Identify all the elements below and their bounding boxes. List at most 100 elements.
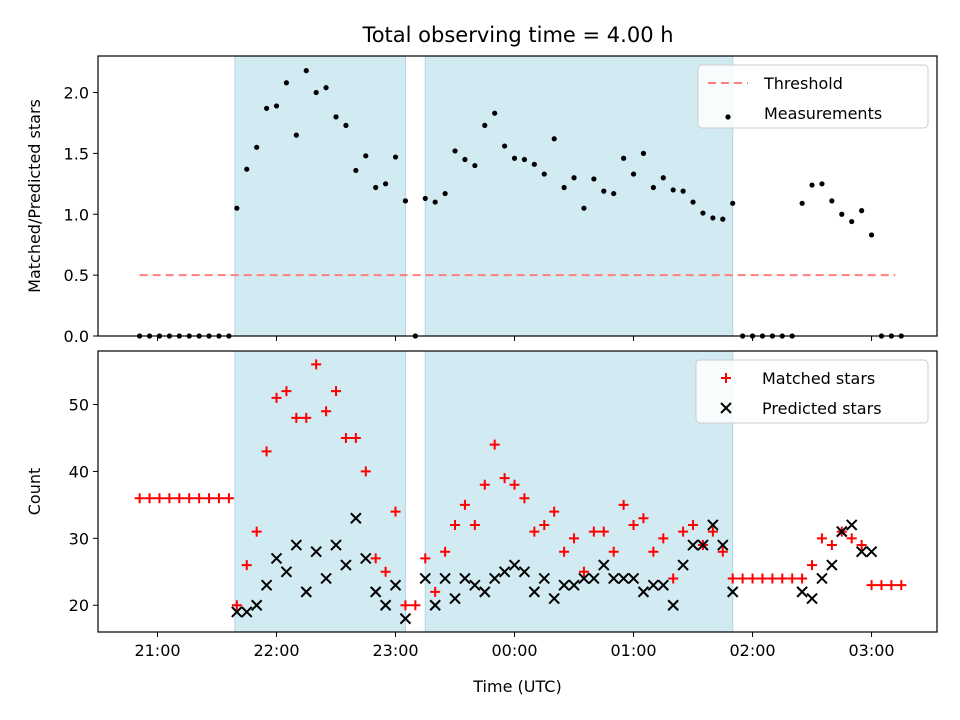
matched-star-point bbox=[876, 580, 887, 591]
predicted-star-point bbox=[280, 566, 293, 578]
y-tick-label: 1.5 bbox=[64, 144, 89, 163]
predicted-star-point bbox=[826, 559, 838, 571]
measurement-point bbox=[392, 154, 399, 160]
predicted-star-point bbox=[598, 559, 610, 571]
matched-star-point bbox=[638, 513, 649, 524]
measurement-point bbox=[373, 184, 379, 191]
x-tick-label: 23:00 bbox=[372, 641, 418, 660]
predicted-star-point bbox=[360, 552, 372, 565]
predicted-star-point bbox=[707, 519, 719, 531]
predicted-star-point bbox=[469, 579, 481, 591]
measurement-point bbox=[561, 184, 567, 191]
legend-label: Threshold bbox=[763, 74, 843, 93]
predicted-star-point bbox=[270, 552, 283, 565]
measurement-point bbox=[283, 80, 290, 86]
matched-star-point bbox=[311, 359, 322, 370]
observing-window-1 bbox=[234, 55, 406, 337]
predicted-star-point bbox=[488, 572, 501, 585]
measurement-point bbox=[799, 200, 805, 206]
y-tick-label: 2.0 bbox=[64, 84, 89, 103]
predicted-star-point bbox=[558, 579, 570, 591]
measurement-point bbox=[363, 153, 369, 159]
predicted-star-point bbox=[538, 572, 550, 585]
measurement-point bbox=[601, 188, 607, 194]
matched-star-point bbox=[144, 493, 155, 504]
predicted-star-point bbox=[726, 586, 739, 598]
matched-star-point bbox=[658, 533, 669, 544]
predicted-star-point bbox=[677, 559, 689, 571]
measurement-point bbox=[263, 105, 270, 111]
matched-star-point bbox=[410, 600, 421, 611]
matched-star-point bbox=[261, 446, 272, 457]
measurement-point bbox=[293, 132, 299, 138]
predicted-star-point bbox=[816, 572, 828, 585]
predicted-star-point bbox=[320, 572, 332, 585]
matched-star-point bbox=[459, 499, 470, 510]
predicted-star-point bbox=[350, 512, 362, 524]
matched-star-point bbox=[826, 540, 837, 551]
predicted-star-point bbox=[697, 539, 709, 551]
matched-star-point bbox=[370, 553, 381, 564]
matched-star-point bbox=[866, 580, 877, 591]
predicted-star-point bbox=[518, 566, 531, 578]
matched-star-point bbox=[194, 493, 205, 504]
predicted-star-point bbox=[449, 592, 461, 605]
measurement-point bbox=[551, 136, 557, 142]
matched-star-point bbox=[608, 546, 619, 557]
count-points bbox=[134, 359, 907, 625]
matched-star-point bbox=[648, 546, 659, 557]
legend-label: Measurements bbox=[764, 104, 882, 123]
predicted-star-point bbox=[389, 579, 402, 591]
matched-star-point bbox=[380, 566, 391, 577]
ratio-panel: 0.0 0.5 1.0 1.5 2.0 Matched/Predicted stars T… bbox=[25, 55, 938, 346]
predicted-star-point bbox=[607, 572, 620, 585]
predicted-star-point bbox=[687, 539, 699, 551]
count-panel: 20 30 40 50 21:00 22:00 23:00 00:00 01:00 02:00 03… bbox=[25, 350, 938, 696]
predicted-star-point bbox=[667, 599, 679, 611]
matched-star-point bbox=[321, 406, 332, 417]
matched-star-point bbox=[737, 573, 748, 584]
x-tick-label: 01:00 bbox=[610, 641, 656, 660]
predicted-star-point bbox=[429, 599, 441, 611]
matched-star-point bbox=[241, 560, 252, 571]
legend-matched-swatch bbox=[721, 373, 731, 383]
x-tick-label: 02:00 bbox=[729, 641, 775, 660]
predicted-star-point bbox=[231, 606, 243, 618]
predicted-star-point bbox=[508, 559, 521, 571]
top-observing-windows bbox=[234, 55, 734, 337]
measurement-point bbox=[531, 161, 537, 167]
measurement-point bbox=[859, 208, 865, 214]
observing-window-2 bbox=[424, 55, 734, 337]
legend-predicted-swatch bbox=[720, 402, 732, 414]
matched-star-point bbox=[400, 600, 411, 611]
matched-star-point bbox=[797, 573, 808, 584]
axes-frame bbox=[97, 350, 938, 633]
matched-star-point bbox=[519, 493, 530, 504]
matched-star-point bbox=[204, 493, 215, 504]
measurement-point bbox=[502, 143, 508, 149]
matched-star-point bbox=[688, 519, 699, 530]
chart-title: Total observing time = 4.00 h bbox=[361, 23, 673, 47]
matched-star-point bbox=[450, 519, 461, 530]
predicted-star-point bbox=[399, 612, 412, 625]
predicted-star-point bbox=[647, 579, 660, 591]
observing-window-1 bbox=[234, 350, 406, 633]
measurement-point bbox=[343, 122, 349, 128]
measurement-point bbox=[521, 156, 528, 163]
predicted-star-point bbox=[369, 586, 382, 598]
matched-star-point bbox=[628, 519, 639, 530]
measurement-point bbox=[680, 188, 686, 194]
predicted-star-point bbox=[568, 579, 580, 591]
measurement-point bbox=[511, 155, 518, 161]
measurement-point bbox=[849, 218, 855, 225]
matched-star-point bbox=[549, 506, 560, 517]
measurement-point bbox=[422, 195, 428, 202]
matched-star-point bbox=[340, 432, 351, 443]
predicted-star-point bbox=[846, 519, 858, 531]
top-legend: Threshold Measurements bbox=[697, 64, 929, 129]
measurement-point bbox=[323, 85, 329, 91]
matched-star-point bbox=[134, 493, 145, 504]
matched-star-point bbox=[816, 533, 827, 544]
measurement-point bbox=[462, 156, 468, 163]
